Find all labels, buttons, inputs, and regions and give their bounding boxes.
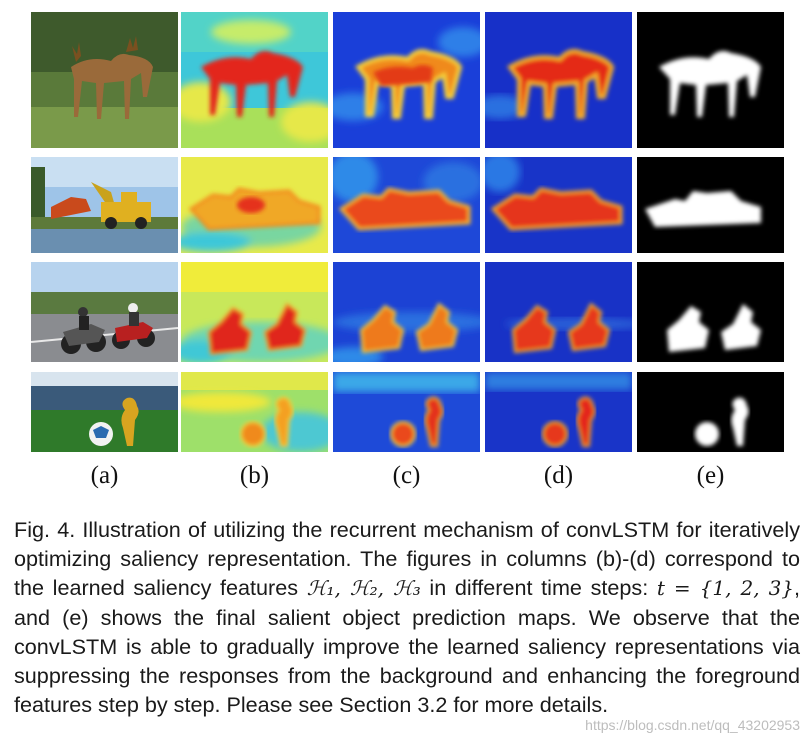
row1-photo bbox=[31, 12, 178, 148]
row2-photo bbox=[31, 157, 178, 253]
watermark: https://blog.csdn.net/qq_43202953 bbox=[585, 717, 800, 733]
caption-text-1: Fig. 4. Illustration of utilizing the re… bbox=[14, 517, 800, 600]
row1-prediction-map bbox=[637, 12, 784, 148]
row3-saliency-h3 bbox=[485, 262, 632, 362]
column-label-d: (d) bbox=[543, 462, 574, 489]
row4-saliency-h2 bbox=[333, 372, 480, 452]
figure-grid bbox=[31, 12, 784, 452]
row1-saliency-h3 bbox=[485, 12, 632, 148]
row2-prediction-map bbox=[637, 157, 784, 253]
column-label-e: (e) bbox=[696, 462, 725, 489]
row1-saliency-h1 bbox=[181, 12, 328, 148]
row3-photo bbox=[31, 262, 178, 362]
row4-saliency-h1 bbox=[181, 372, 328, 452]
row4-saliency-h3 bbox=[485, 372, 632, 452]
caption-text-3: , and (e) shows the final salient object… bbox=[14, 575, 801, 717]
row2-saliency-h1 bbox=[181, 157, 328, 253]
row3-saliency-h1 bbox=[181, 262, 328, 362]
row2-saliency-h2 bbox=[333, 157, 480, 253]
column-label-c: (c) bbox=[392, 462, 421, 489]
row3-prediction-map bbox=[637, 262, 784, 362]
row4-prediction-map bbox=[637, 372, 784, 452]
figure-caption: Fig. 4. Illustration of utilizing the re… bbox=[14, 515, 800, 719]
row2-saliency-h3 bbox=[485, 157, 632, 253]
column-label-a: (a) bbox=[90, 462, 119, 489]
row4-photo bbox=[31, 372, 178, 452]
row3-saliency-h2 bbox=[333, 262, 480, 362]
caption-text-2: in different time steps: bbox=[420, 575, 657, 600]
caption-math-features: ℋ₁, ℋ₂, ℋ₃ bbox=[306, 576, 421, 600]
column-label-b: (b) bbox=[239, 462, 270, 489]
row1-saliency-h2 bbox=[333, 12, 480, 148]
caption-math-time: t = {1, 2, 3} bbox=[656, 576, 795, 600]
